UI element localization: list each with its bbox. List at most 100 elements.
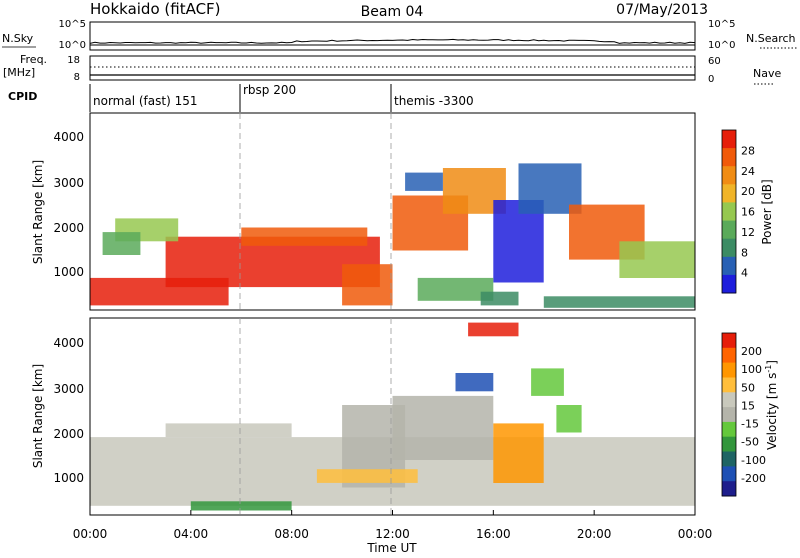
xtick-label-6: 00:00 [678, 527, 713, 541]
vel-colorbar-swatch-9 [722, 466, 736, 482]
noise-left-label: N.Sky [2, 32, 34, 45]
xtick-label-0: 00:00 [73, 527, 108, 541]
noise-panel: N.Sky 10^5 10^0 10^5 10^0 N.Search [2, 19, 798, 51]
velocity-ytick-2000: 2000 [53, 427, 84, 441]
freq-left-label: Freq. [20, 53, 47, 66]
vel-colorbar-tick-5: 50 [741, 381, 755, 394]
power-colorbar-tick-0: 4 [741, 267, 748, 280]
velocity-heatmap [90, 322, 695, 511]
freq-left-unit: [MHz] [3, 66, 35, 79]
xtick-label-1: 04:00 [174, 527, 209, 541]
vel-data-blob-5 [531, 368, 564, 396]
power-data-blob-11 [417, 277, 494, 301]
xtick-label-3: 12:00 [375, 527, 410, 541]
power-ylabel: Slant Range [km] [31, 160, 45, 264]
vel-colorbar-swatch-5 [722, 407, 736, 423]
cpid-panel: CPID normal (fast) 151 rbsp 200 themis -… [8, 83, 474, 112]
vel-colorbar-tick-3: -15 [741, 418, 759, 431]
power-ytick-4000: 4000 [53, 130, 84, 144]
power-colorbar-tick-3: 16 [741, 206, 755, 219]
velocity-colorbar-label-sup: -1 [764, 365, 773, 373]
xtick-label-2: 08:00 [274, 527, 309, 541]
xtick-label-5: 20:00 [577, 527, 612, 541]
noise-left-tick-top: 10^5 [59, 19, 86, 30]
freq-left-tick-top: 18 [67, 55, 80, 66]
cpid-label: CPID [8, 90, 37, 103]
vel-colorbar-swatch-6 [722, 421, 736, 438]
power-heatmap [90, 163, 696, 308]
vel-colorbar-tick-4: 15 [741, 399, 755, 412]
velocity-ytick-4000: 4000 [53, 336, 84, 350]
vel-colorbar-tick-7: 200 [741, 345, 762, 358]
vel-colorbar-tick-1: -100 [741, 454, 766, 467]
power-data-blob-12 [480, 291, 519, 306]
vel-colorbar-tick-2: -50 [741, 436, 759, 449]
power-colorbar-tick-5: 24 [741, 165, 755, 178]
vel-data-blob-1 [165, 423, 292, 438]
noise-trace [89, 38, 696, 44]
vel-colorbar-tick-0: -200 [741, 472, 766, 485]
power-data-blob-13 [543, 296, 696, 308]
power-ytick-1000: 1000 [53, 265, 84, 279]
power-colorbar-swatch-7 [722, 256, 736, 276]
beam-title: Beam 04 [361, 4, 424, 20]
power-colorbar-tick-2: 12 [741, 226, 755, 239]
velocity-colorbar-label-main: Velocity [m s [765, 373, 779, 450]
date-title: 07/May/2013 [616, 2, 708, 18]
vel-colorbar-tick-6: 100 [741, 363, 762, 376]
vel-data-blob-3 [392, 395, 494, 460]
vel-data-blob-9 [468, 322, 519, 337]
vel-colorbar-swatch-2 [722, 362, 736, 378]
power-colorbar-swatch-2 [722, 166, 736, 185]
power-colorbar: 4 8 12 16 20 24 28 [721, 129, 755, 294]
vel-data-blob-6 [556, 405, 582, 433]
velocity-colorbar: -200 -100 -50 -15 15 50 100 200 [721, 332, 766, 497]
power-data-blob-15 [405, 172, 443, 191]
noise-right-label: N.Search [746, 32, 796, 45]
vel-data-blob-10 [316, 469, 418, 483]
velocity-panel: Slant Range [km] 1000 2000 3000 4000 -20… [31, 317, 779, 555]
vel-colorbar-swatch-7 [722, 436, 736, 452]
power-data-blob-10 [102, 232, 141, 255]
vel-data-blob-7 [493, 423, 544, 483]
power-colorbar-swatch-3 [722, 184, 736, 203]
power-colorbar-swatch-1 [722, 148, 736, 167]
vel-colorbar-swatch-8 [722, 451, 736, 467]
vel-colorbar-swatch-3 [722, 377, 736, 393]
power-data-blob-8 [619, 241, 695, 278]
velocity-colorbar-label: Velocity [m s-1] [764, 360, 779, 450]
power-ytick-3000: 3000 [53, 176, 84, 190]
noise-right-tick-top: 10^5 [708, 19, 735, 30]
cpid-segment-1: normal (fast) 151 [93, 94, 197, 108]
power-colorbar-tick-1: 8 [741, 246, 748, 259]
power-ytick-2000: 2000 [53, 221, 84, 235]
xtick-label-4: 16:00 [476, 527, 511, 541]
vel-colorbar-swatch-1 [722, 347, 736, 364]
power-colorbar-swatch-4 [722, 202, 736, 221]
power-colorbar-tick-4: 20 [741, 185, 755, 198]
power-data-blob-14 [241, 227, 368, 246]
nave-right-tick-bottom: 0 [708, 74, 714, 85]
velocity-ylabel: Slant Range [km] [31, 364, 45, 468]
power-colorbar-swatch-0 [722, 130, 736, 149]
power-colorbar-swatch-5 [722, 220, 736, 240]
xaxis-label: Time UT [366, 541, 417, 554]
vel-colorbar-swatch-0 [722, 333, 736, 349]
velocity-ytick-3000: 3000 [53, 382, 84, 396]
nave-right-label: Nave [753, 67, 781, 80]
power-colorbar-swatch-8 [722, 274, 736, 294]
vel-colorbar-swatch-10 [722, 481, 736, 497]
power-colorbar-tick-6: 28 [741, 144, 755, 157]
power-colorbar-swatch-6 [722, 238, 736, 258]
vel-data-blob-4 [455, 373, 494, 392]
noise-left-tick-bottom: 10^0 [59, 40, 86, 51]
cpid-segment-2: rbsp 200 [243, 83, 296, 97]
velocity-ytick-1000: 1000 [53, 471, 84, 485]
frequency-panel: Freq. [MHz] 18 8 60 0 Nave [3, 53, 781, 85]
vel-colorbar-swatch-4 [722, 392, 736, 408]
freq-left-tick-bottom: 8 [74, 72, 80, 83]
nave-right-tick-top: 60 [708, 56, 721, 67]
station-title: Hokkaido (fitACF) [90, 0, 221, 18]
velocity-colorbar-label-end: ] [765, 360, 779, 365]
